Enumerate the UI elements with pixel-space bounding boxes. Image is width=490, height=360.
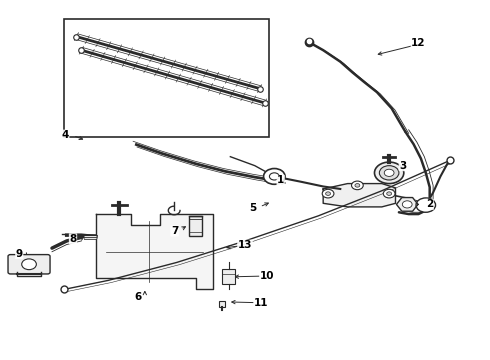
Circle shape — [379, 166, 399, 180]
Circle shape — [387, 192, 392, 195]
Bar — [189, 216, 202, 235]
Circle shape — [264, 168, 285, 184]
Circle shape — [270, 173, 279, 180]
Circle shape — [326, 192, 331, 195]
Polygon shape — [96, 214, 213, 289]
Bar — [221, 269, 235, 284]
Text: 7: 7 — [171, 226, 178, 236]
Circle shape — [355, 184, 360, 187]
FancyBboxPatch shape — [8, 255, 50, 274]
Text: 5: 5 — [250, 203, 257, 213]
Text: 1: 1 — [277, 175, 284, 185]
Circle shape — [374, 162, 404, 184]
Circle shape — [416, 198, 436, 212]
Text: 4: 4 — [62, 130, 69, 140]
Circle shape — [351, 181, 363, 190]
Text: 13: 13 — [238, 240, 252, 250]
Text: 11: 11 — [254, 298, 269, 308]
Polygon shape — [323, 184, 395, 207]
Circle shape — [384, 169, 394, 176]
Circle shape — [402, 201, 412, 208]
Text: 6: 6 — [134, 292, 141, 302]
Text: 8: 8 — [70, 234, 76, 244]
Circle shape — [322, 189, 334, 198]
Circle shape — [22, 259, 36, 270]
Text: 12: 12 — [411, 38, 426, 48]
Polygon shape — [396, 198, 418, 211]
Text: 9: 9 — [16, 248, 23, 258]
Circle shape — [383, 189, 395, 198]
Text: 2: 2 — [426, 199, 433, 210]
Bar — [64, 19, 270, 137]
Text: 10: 10 — [260, 271, 274, 281]
Text: 3: 3 — [399, 161, 406, 171]
